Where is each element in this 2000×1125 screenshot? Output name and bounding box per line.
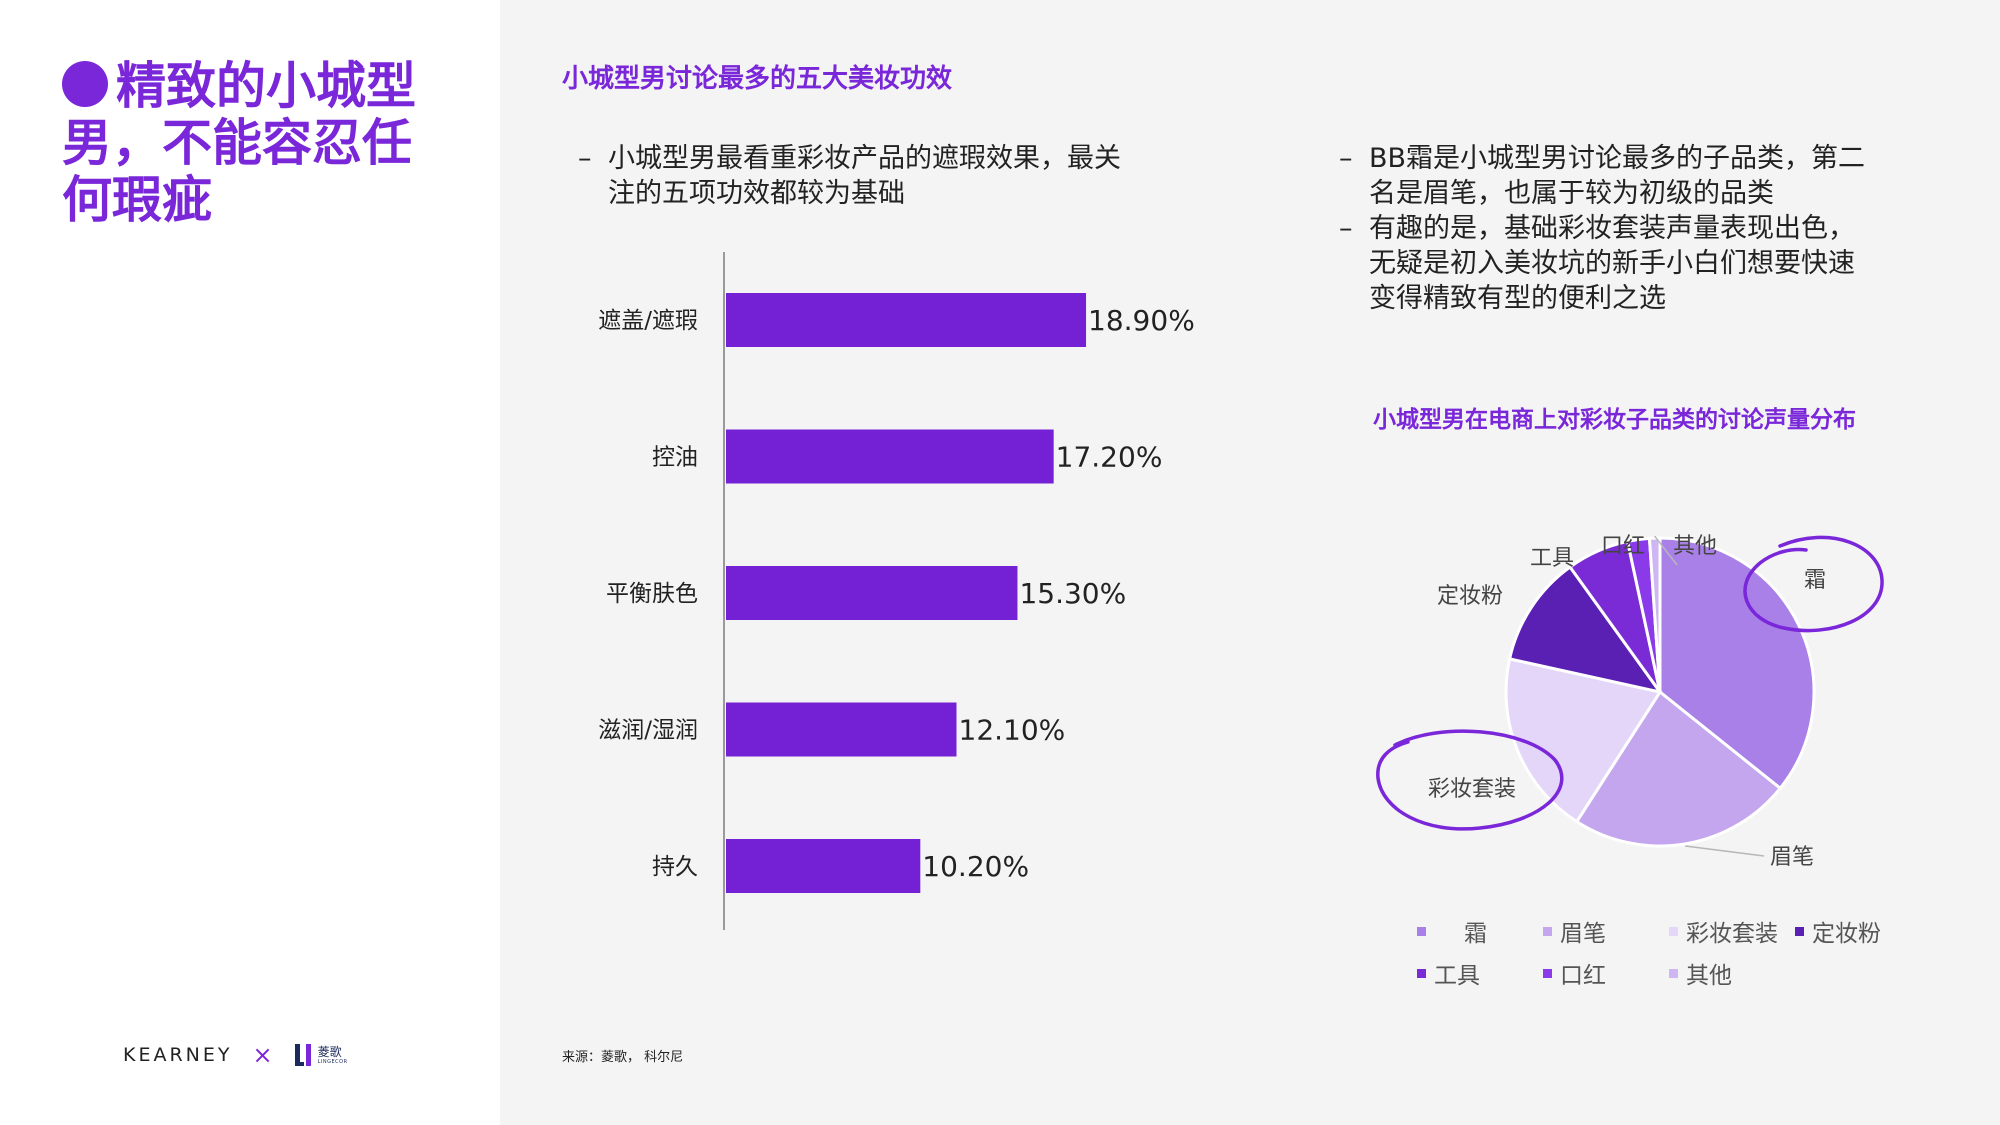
bar-value-label: 10.20% — [922, 850, 1029, 883]
bar-chart-title: 小城型男讨论最多的五大美妆功效 — [562, 64, 953, 94]
legend-item: 霜 — [1417, 914, 1487, 948]
pie-slice-label: 眉笔 — [1770, 845, 1814, 870]
lingge-logo: 菱歌 LINGECOR — [317, 1044, 348, 1065]
bar-category-label: 滋润/湿润 — [598, 718, 698, 744]
legend-label: 定妆粉 — [1812, 921, 1881, 947]
legend-label: 口红 — [1560, 963, 1606, 989]
legend-swatch — [1417, 926, 1426, 936]
pie-slice — [1507, 564, 1664, 695]
pie-slice — [1574, 689, 1783, 848]
legend-swatch — [1543, 968, 1552, 978]
lingge-logo-icon — [294, 1044, 311, 1066]
bullet-line: 无疑是初入美妆坑的新手小白们想要快速 — [1369, 248, 1855, 279]
legend-label: 彩妆套装 — [1686, 921, 1778, 947]
legend-item: 工具 — [1417, 956, 1480, 990]
bullet-line: 有趣的是，基础彩妆套装声量表现出色， — [1369, 213, 1855, 244]
right-bullets: – BB霜是小城型男讨论最多的子品类，第二 名是眉笔，也属于较为初级的品类 – … — [1339, 141, 1914, 316]
bullet-line: 变得精致有型的便利之选 — [1369, 283, 1666, 314]
bullet-line: 注的五项功效都较为基础 — [608, 178, 905, 209]
pie-slice-label: 其他 — [1673, 534, 1717, 559]
bar-value-label: 17.20% — [1056, 441, 1163, 474]
bar-category-label: 平衡肤色 — [606, 581, 698, 607]
brand-footer: KEARNEY × 菱歌 LINGECOR — [123, 1043, 348, 1067]
bar-mark — [726, 702, 957, 757]
pie-chart: 霜眉笔 彩妆套装 定妆粉 工具 口红 其他 — [1376, 534, 1884, 870]
legend-item: 口红 — [1543, 956, 1606, 990]
bar-chart: 遮盖/遮瑕 18.90% 控油 17.20% 平衡肤色 15.30% 滋润/湿润 12.10%… — [598, 252, 1195, 930]
bar-mark — [726, 566, 1018, 620]
bar-value-label: 18.90% — [1088, 304, 1195, 337]
headline: 精致的小城型 男，不能容忍任 何瑕疵 — [62, 58, 462, 229]
legend-label: 工具 — [1434, 963, 1480, 989]
legend-label: 其他 — [1686, 963, 1732, 989]
headline-line-2: 男，不能容忍任 — [62, 114, 412, 172]
bullet-item: – 有趣的是，基础彩妆套装声量表现出色， 无疑是初入美妆坑的新手小白们想要快速 … — [1339, 211, 1914, 316]
bullet-dash: – — [1339, 213, 1353, 244]
pie-slice-label: 霜 — [1804, 568, 1826, 593]
highlight-circle-caizhuang — [1376, 729, 1564, 831]
bullet-item: – 小城型男最看重彩妆产品的遮瑕效果，最关 注的五项功效都较为基础 — [578, 141, 1178, 211]
lingge-logo-cn: 菱歌 — [317, 1044, 342, 1059]
source-note: 来源：菱歌， 科尔尼 — [562, 1050, 684, 1065]
lingge-logo-en: LINGECOR — [317, 1058, 348, 1065]
bullet-line: 名是眉笔，也属于较为初级的品类 — [1369, 178, 1774, 209]
bar-category-label: 遮盖/遮瑕 — [598, 308, 698, 334]
pie-slice — [1504, 657, 1663, 824]
pie-slice-label: 工具 — [1530, 546, 1574, 571]
legend-label: 眉笔 — [1560, 921, 1606, 947]
bullet-line: 小城型男最看重彩妆产品的遮瑕效果，最关 — [608, 143, 1121, 174]
pie-slice — [1647, 536, 1662, 693]
bar-value-label: 12.10% — [959, 714, 1066, 747]
legend-swatch — [1669, 926, 1678, 936]
headline-bullet-dot — [62, 61, 108, 107]
left-bullets: – 小城型男最看重彩妆产品的遮瑕效果，最关 注的五项功效都较为基础 — [578, 141, 1178, 211]
legend-item: 彩妆套装 — [1669, 914, 1778, 948]
pie-chart-title: 小城型男在电商上对彩妆子品类的讨论声量分布 — [1373, 407, 1856, 433]
bullet-dash: – — [1339, 143, 1353, 174]
bar-mark — [726, 839, 921, 893]
kearney-logo: KEARNEY — [123, 1044, 233, 1066]
pie-slice — [1658, 536, 1816, 791]
headline-line-3: 何瑕疵 — [62, 171, 212, 229]
bar-value-label: 15.30% — [1019, 577, 1126, 610]
legend-swatch — [1669, 968, 1678, 978]
bar-mark — [726, 429, 1054, 484]
bullet-item: – BB霜是小城型男讨论最多的子品类，第二 名是眉笔，也属于较为初级的品类 — [1339, 141, 1914, 211]
legend-item: 定妆粉 — [1795, 914, 1881, 948]
legend-swatch — [1795, 926, 1804, 936]
left-panel: 精致的小城型 男，不能容忍任 何瑕疵 KEARNEY × 菱歌 LINGECOR — [0, 0, 500, 1125]
bar-category-label: 持久 — [652, 854, 698, 880]
headline-line-1: 精致的小城型 — [116, 57, 416, 115]
bar-category-label: 控油 — [652, 445, 698, 471]
legend-label: 霜 — [1464, 921, 1487, 947]
legend-swatch — [1543, 926, 1552, 936]
legend-item: 其他 — [1669, 956, 1732, 990]
right-panel — [500, 0, 2000, 1125]
legend-swatch — [1417, 968, 1426, 978]
legend-item: 眉笔 — [1543, 914, 1606, 948]
bullet-dash: – — [578, 143, 592, 174]
bullet-line: BB霜是小城型男讨论最多的子品类，第二 — [1369, 143, 1866, 174]
pie-slice-label: 口红 — [1601, 534, 1645, 559]
pie-slice-label: 彩妆套装 — [1428, 777, 1516, 802]
highlight-circle-shuang — [1743, 535, 1884, 633]
pie-slice-label: 定妆粉 — [1437, 584, 1503, 609]
bar-mark — [726, 293, 1087, 347]
pie-leader-line — [1654, 535, 1678, 566]
partnership-x-icon: × — [252, 1041, 273, 1069]
pie-leader-line — [1685, 845, 1765, 857]
